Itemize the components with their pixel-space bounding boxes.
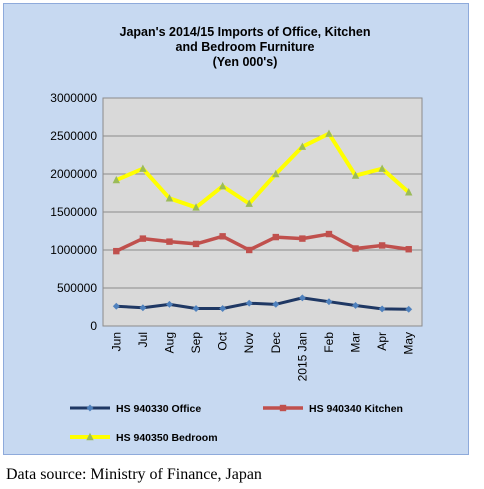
chart-title-line-1: Japan's 2014/15 Imports of Office, Kitch… (120, 25, 371, 39)
x-tick-label: Sep (189, 332, 203, 354)
line-chart: Japan's 2014/15 Imports of Office, Kitch… (50, 25, 423, 444)
data-point (405, 188, 413, 196)
data-point (325, 129, 333, 137)
data-point (279, 404, 287, 412)
y-tick-label: 2500000 (50, 129, 97, 143)
series-0 (112, 294, 413, 313)
y-tick-label: 1000000 (50, 243, 97, 257)
data-point (166, 238, 173, 245)
series-lines (112, 129, 413, 313)
y-tick-label: 2000000 (50, 167, 97, 181)
data-point (86, 404, 94, 412)
legend: HS 940330 Office HS 940340 Kitchen HS 9403… (70, 403, 403, 444)
data-point (378, 164, 386, 172)
series-1 (113, 230, 412, 255)
data-point (352, 245, 359, 252)
y-tick-label: 500000 (57, 281, 97, 295)
gridlines (103, 135, 422, 289)
x-tick-label: Apr (375, 332, 389, 351)
y-tick-label: 0 (90, 319, 97, 333)
x-tick-label: Nov (242, 332, 256, 353)
data-point (351, 301, 360, 310)
x-tick-label: Mar (349, 332, 363, 353)
y-axis-ticks: 0 500000 1000000 1500000 2000000 2500000 30000… (50, 91, 97, 333)
data-point (139, 164, 147, 172)
data-point (272, 233, 279, 241)
y-tick-label: 1500000 (50, 205, 97, 219)
data-point (272, 169, 280, 178)
data-point (113, 247, 120, 255)
legend-entry: HS 940330 Office (70, 403, 201, 415)
data-point (245, 199, 253, 207)
x-tick-label: Feb (322, 332, 336, 353)
data-point (139, 235, 147, 242)
data-point (219, 233, 226, 240)
series-line (115, 131, 411, 210)
legend-entry: HS 940350 Bedroom (70, 432, 218, 444)
series-2 (112, 129, 413, 211)
chart-title: Japan's 2014/15 Imports of Office, Kitch… (120, 25, 371, 69)
data-point (165, 300, 174, 308)
data-point (298, 294, 306, 302)
chart-title-line-3: (Yen 000's) (213, 55, 278, 69)
data-point (325, 298, 333, 306)
data-point (86, 432, 94, 441)
data-source-note: Data source: Ministry of Finance, Japan (6, 466, 262, 483)
data-point (351, 171, 360, 179)
data-point (192, 240, 200, 248)
data-point (405, 246, 412, 253)
x-tick-label: 2015 Jan (295, 332, 309, 381)
x-tick-label: Oct (216, 331, 230, 350)
data-point (299, 235, 306, 242)
legend-label: HS 940340 Kitchen (309, 403, 403, 415)
data-point (219, 304, 227, 313)
data-point (112, 302, 120, 310)
chart-frame: Japan's 2014/15 Imports of Office, Kitch… (3, 3, 469, 455)
data-point (298, 142, 307, 150)
data-point (218, 181, 227, 190)
x-tick-label: May (402, 332, 416, 355)
data-point (246, 246, 253, 254)
x-tick-label: Jul (136, 332, 150, 347)
data-point (192, 203, 200, 211)
y-tick-label: 3000000 (50, 91, 97, 105)
data-point (405, 305, 413, 313)
data-point (272, 300, 280, 308)
data-point (245, 299, 253, 307)
data-point (378, 305, 386, 313)
legend-entry: HS 940340 Kitchen (263, 403, 403, 415)
data-point (325, 230, 333, 238)
data-point (192, 304, 200, 313)
series-line (115, 232, 409, 253)
legend-label: HS 940350 Bedroom (116, 432, 218, 444)
data-point (139, 304, 147, 312)
legend-label: HS 940330 Office (116, 403, 201, 415)
x-axis-ticks: Jun Jul Aug Sep Oct Nov Dec 2015 Jan Feb Mar Apr Ma… (109, 331, 415, 381)
series-line (116, 296, 409, 311)
x-tick-label: Dec (269, 332, 283, 353)
x-tick-label: Jun (109, 332, 123, 351)
data-point (378, 242, 386, 249)
data-point (165, 194, 174, 202)
chart-title-line-2: and Bedroom Furniture (176, 40, 315, 54)
x-tick-label: Aug (162, 332, 176, 353)
data-point (112, 175, 120, 184)
